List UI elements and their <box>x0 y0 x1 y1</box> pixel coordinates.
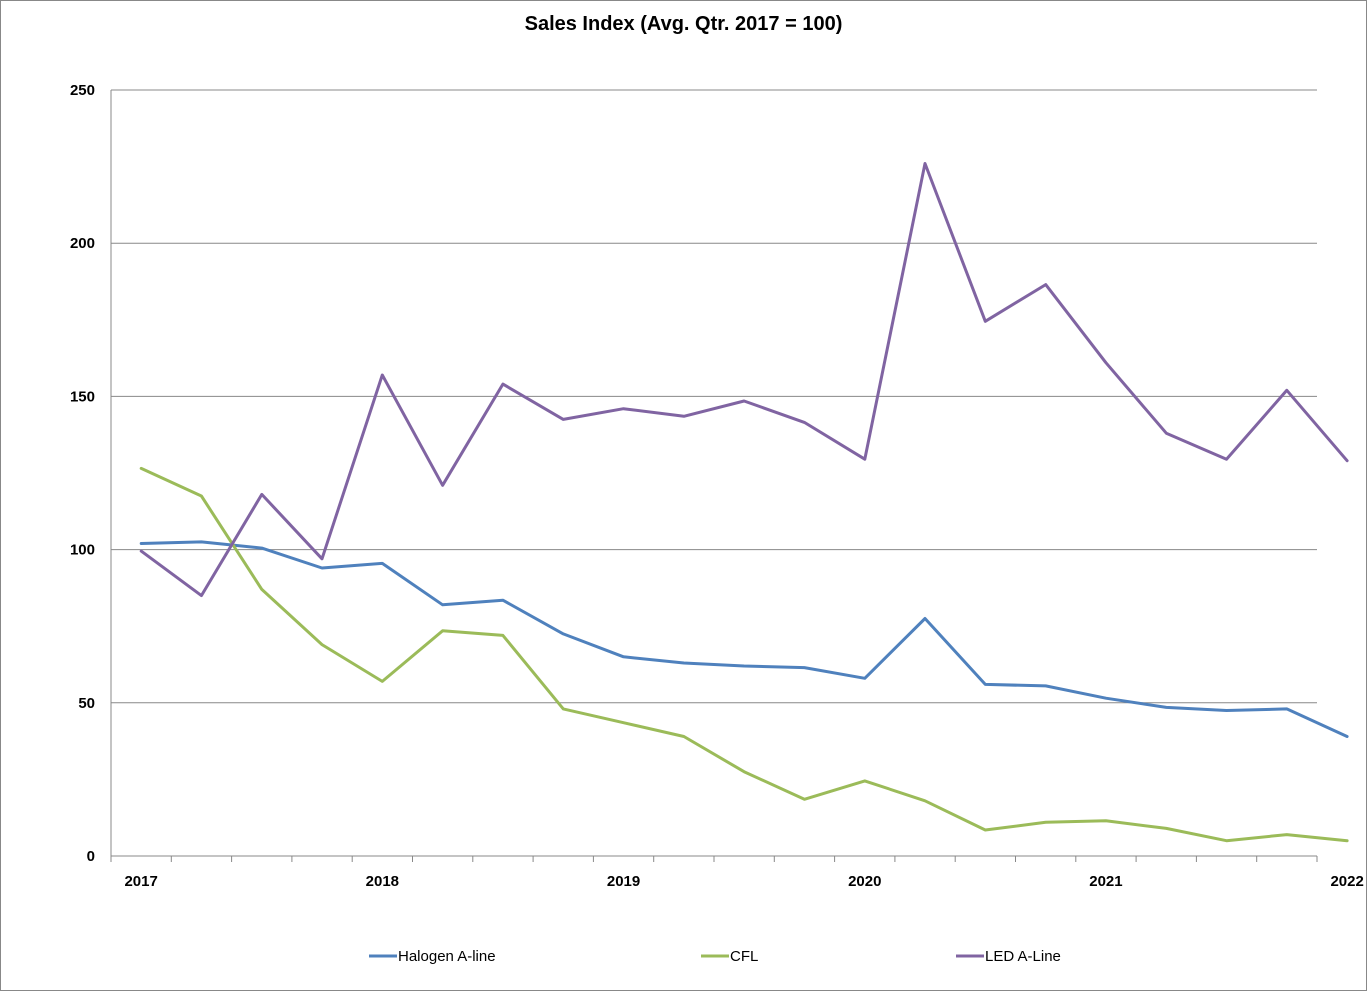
x-tick-label-2019: 2019 <box>607 873 640 890</box>
series-line-2 <box>139 466 1349 843</box>
y-tick-label-250: 250 <box>70 82 95 99</box>
y-tick-label-100: 100 <box>70 542 95 559</box>
y-tick-label-50: 50 <box>78 695 95 712</box>
x-tick-label-2017: 2017 <box>124 873 157 890</box>
series-line-1 <box>139 540 1349 738</box>
x-tick-label-2020: 2020 <box>848 873 881 890</box>
x-tick-label-2021: 2021 <box>1089 873 1122 890</box>
series-line-3 <box>139 162 1349 598</box>
legend-label-3: LED A-Line <box>985 948 1061 965</box>
x-tick-label-2018: 2018 <box>366 873 399 890</box>
chart-title: Sales Index (Avg. Qtr. 2017 = 100) <box>524 13 843 35</box>
legend-label-1: Halogen A-line <box>398 948 496 965</box>
y-tick-label-150: 150 <box>70 388 95 405</box>
y-tick-label-200: 200 <box>70 235 95 252</box>
y-tick-label-0: 0 <box>87 848 95 865</box>
legend-label-2: CFL <box>730 948 758 965</box>
x-tick-label-2022: 2022 <box>1330 873 1363 890</box>
